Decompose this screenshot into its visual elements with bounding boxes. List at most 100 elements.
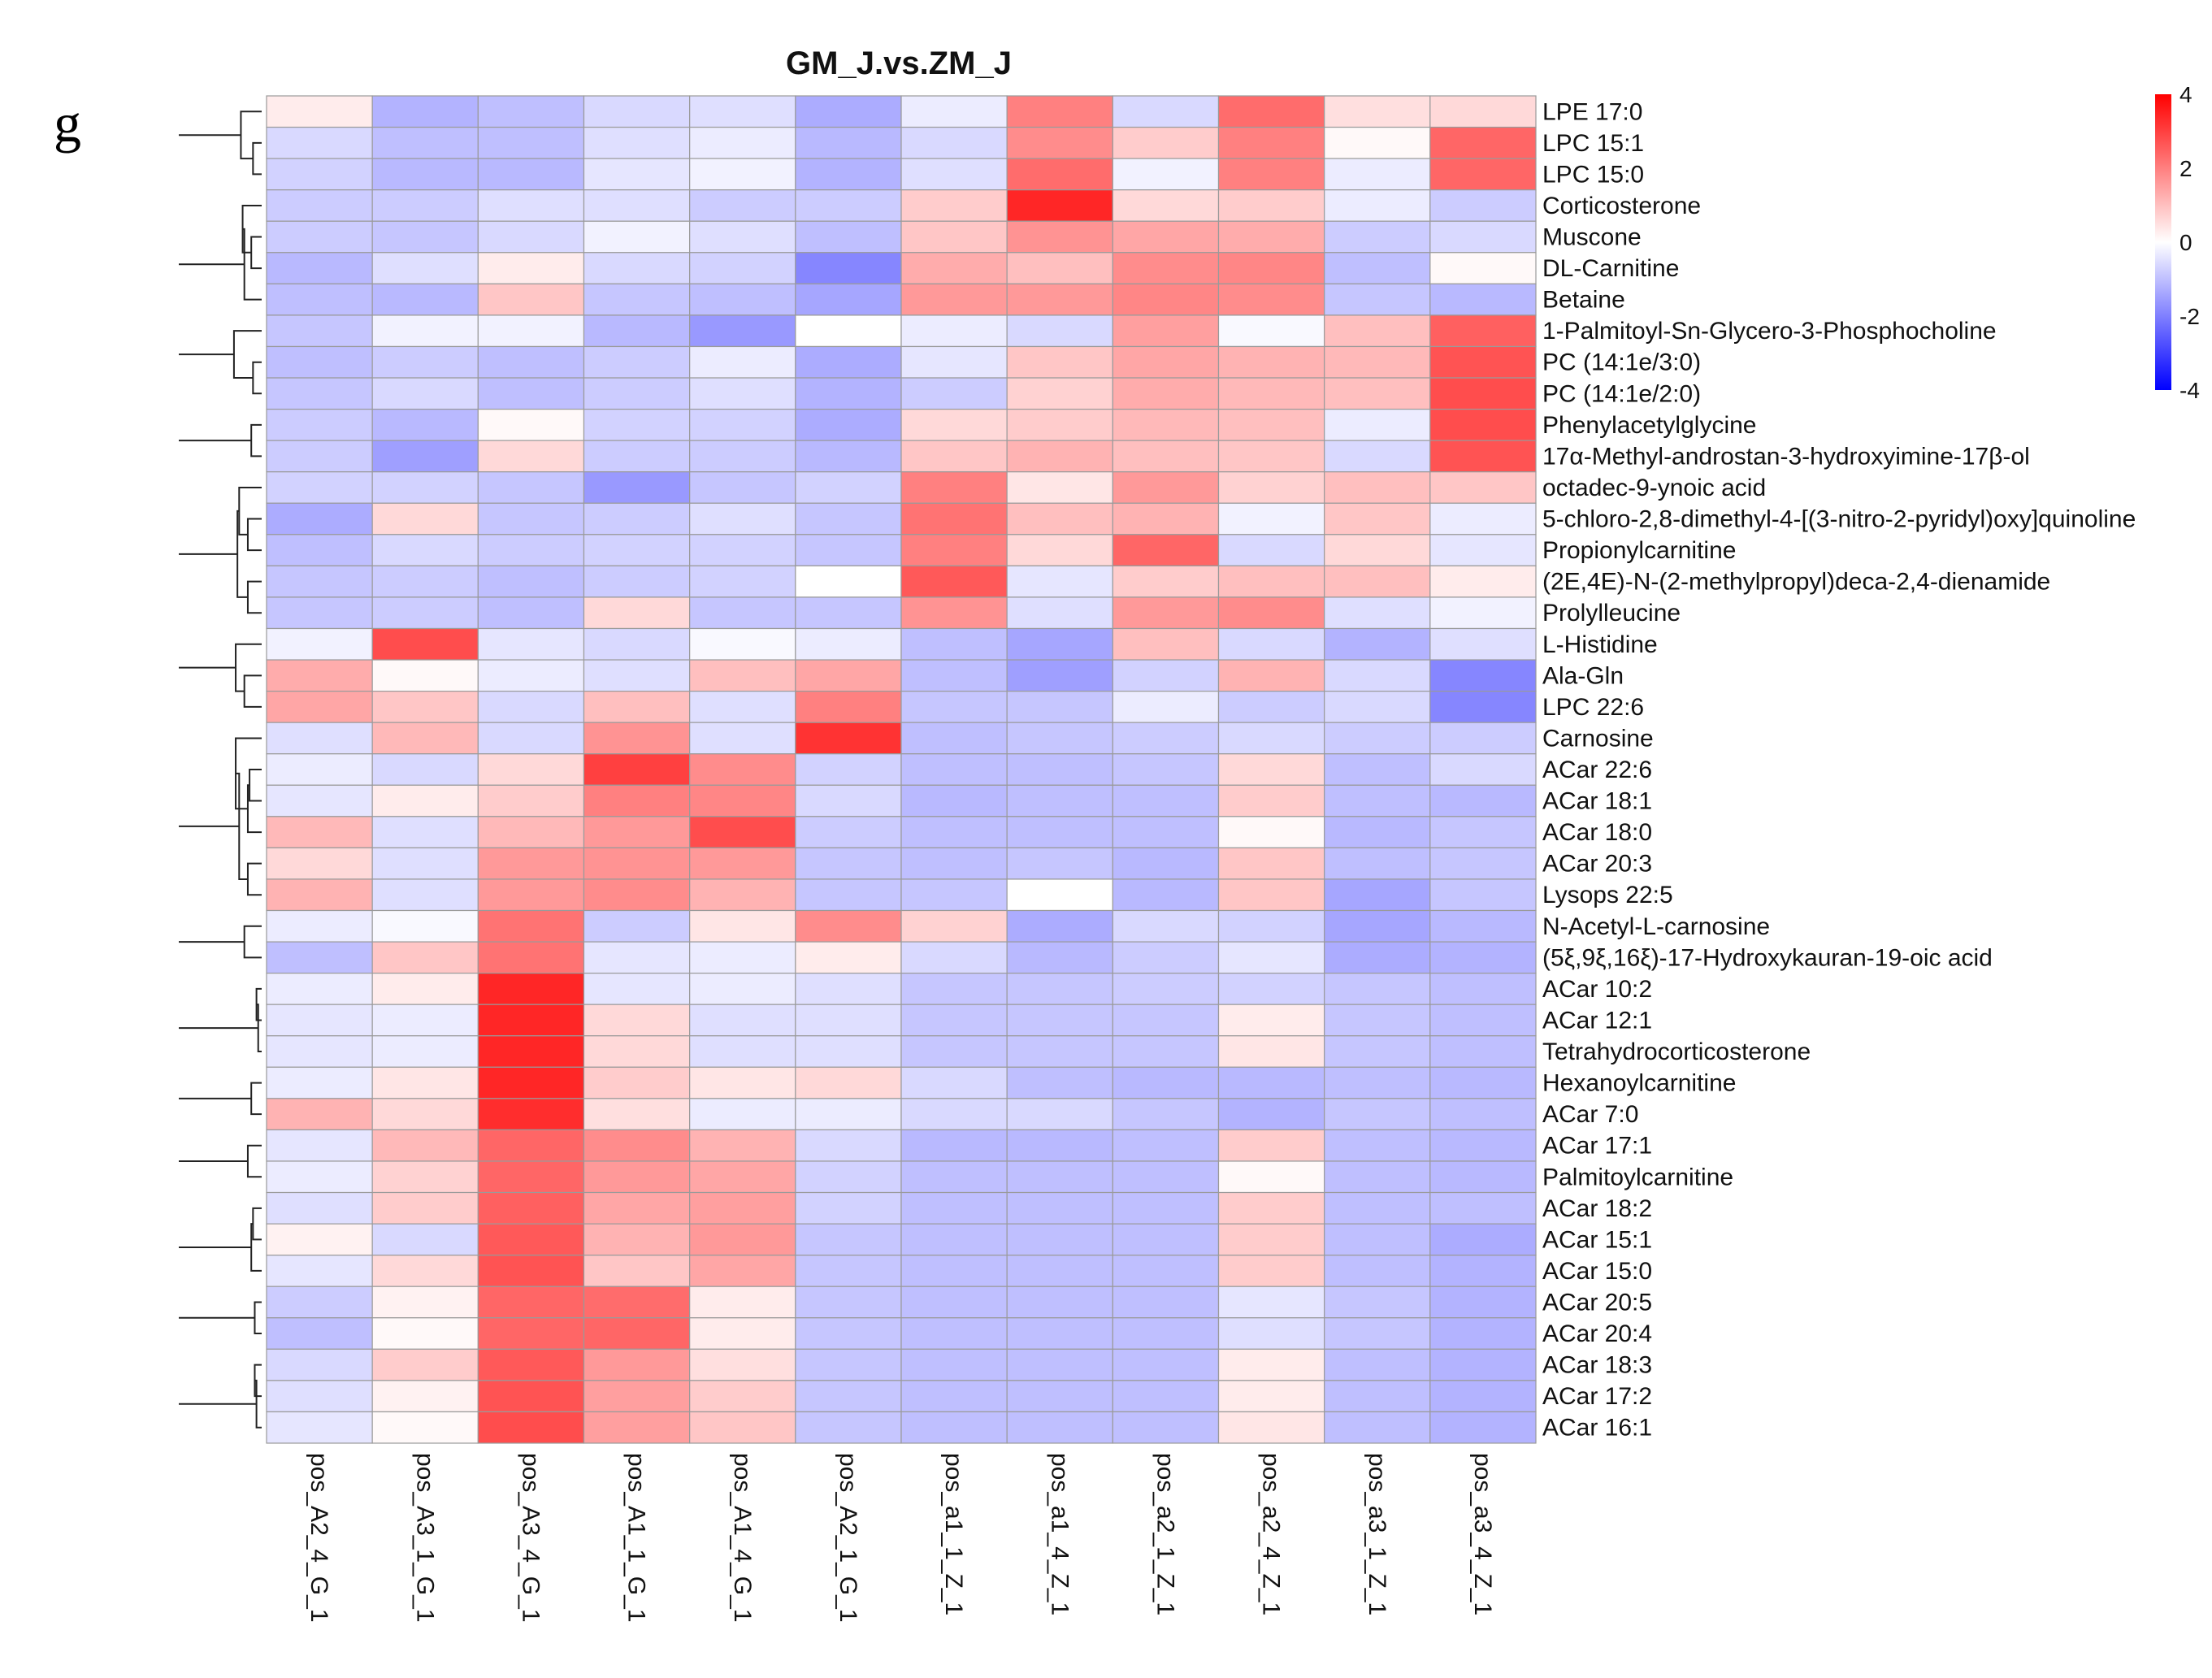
- heatmap-cell: [1112, 95, 1220, 128]
- heatmap-cell: [1324, 1004, 1431, 1037]
- heatmap-cell: [477, 627, 585, 661]
- heatmap-cell: [795, 1098, 902, 1131]
- heatmap-cell: [1324, 283, 1431, 316]
- heatmap-cell: [1006, 1066, 1113, 1099]
- heatmap-cell: [900, 722, 1008, 755]
- heatmap-cell: [371, 252, 479, 284]
- heatmap-cell: [1429, 722, 1537, 755]
- heatmap-cell: [689, 252, 796, 284]
- heatmap-cell: [1006, 1223, 1113, 1256]
- heatmap-cell: [1324, 1348, 1431, 1381]
- heatmap-cell: [1429, 565, 1537, 598]
- heatmap-cell: [1006, 722, 1113, 755]
- heatmap-cell: [583, 1035, 691, 1068]
- heatmap-cell: [266, 1348, 373, 1381]
- heatmap-cell: [266, 1286, 373, 1319]
- heatmap-cell: [266, 1004, 373, 1037]
- heatmap-cell: [371, 941, 479, 974]
- heatmap-cell: [795, 408, 902, 441]
- heatmap-cell: [795, 1066, 902, 1099]
- heatmap-cell: [1429, 1035, 1537, 1068]
- heatmap-cell: [689, 1223, 796, 1256]
- heatmap-cell: [1324, 534, 1431, 566]
- heatmap-cell: [795, 565, 902, 598]
- heatmap-cell: [477, 252, 585, 284]
- heatmap-cell: [1429, 847, 1537, 880]
- heatmap-cell: [583, 345, 691, 379]
- heatmap-cell: [477, 1004, 585, 1037]
- heatmap-cell: [1429, 440, 1537, 473]
- heatmap-cell: [900, 502, 1008, 535]
- heatmap-cell: [1112, 1223, 1220, 1256]
- heatmap-cell: [689, 1411, 796, 1444]
- heatmap-cell: [689, 1380, 796, 1413]
- heatmap-cell: [477, 1255, 585, 1287]
- heatmap-cell: [371, 1129, 479, 1162]
- heatmap-cell: [371, 95, 479, 128]
- row-dendrogram: [179, 111, 262, 1429]
- heatmap-cell: [1217, 941, 1325, 974]
- heatmap-cell: [1429, 627, 1537, 661]
- heatmap-cell: [795, 220, 902, 254]
- heatmap-cell: [1429, 1098, 1537, 1131]
- heatmap-cell: [689, 1286, 796, 1319]
- heatmap-cell: [900, 1004, 1008, 1037]
- heatmap-cell: [795, 1160, 902, 1194]
- heatmap-cell: [583, 565, 691, 598]
- heatmap-cell: [1112, 1317, 1220, 1350]
- heatmap-cell: [900, 189, 1008, 222]
- column-label: pos_A2_4_G_1: [306, 1453, 332, 1623]
- heatmap-cell: [1217, 565, 1325, 598]
- heatmap-cell: [1006, 909, 1113, 943]
- heatmap-cell: [1217, 534, 1325, 566]
- heatmap-cell: [266, 596, 373, 630]
- heatmap-cell: [1112, 627, 1220, 661]
- row-label: ACar 16:1: [1542, 1415, 1652, 1442]
- heatmap-cell: [1324, 1191, 1431, 1225]
- heatmap-cell: [1006, 878, 1113, 912]
- dendrogram-branch: [246, 1144, 262, 1178]
- heatmap-cell: [583, 1098, 691, 1131]
- heatmap-cell: [477, 1098, 585, 1131]
- heatmap-cell: [266, 1129, 373, 1162]
- heatmap-cell: [1112, 1035, 1220, 1068]
- heatmap-cell: [1324, 471, 1431, 504]
- heatmap-cell: [583, 189, 691, 222]
- heatmap-cell: [266, 659, 373, 692]
- heatmap-cell: [477, 1411, 585, 1444]
- heatmap-cell: [1324, 408, 1431, 441]
- heatmap-cell: [266, 941, 373, 974]
- row-label: ACar 22:6: [1542, 757, 1652, 783]
- heatmap-cell: [795, 659, 902, 692]
- heatmap-cell: [900, 753, 1008, 786]
- heatmap-cell: [1429, 1160, 1537, 1194]
- heatmap-cell: [1112, 909, 1220, 943]
- heatmap-cell: [1217, 1255, 1325, 1287]
- heatmap-cell: [1429, 973, 1537, 1005]
- heatmap-cell: [1006, 691, 1113, 723]
- heatmap-cell: [477, 1348, 585, 1381]
- heatmap-cell: [1006, 1035, 1113, 1068]
- heatmap-cell: [1112, 1191, 1220, 1225]
- heatmap-cell: [266, 627, 373, 661]
- heatmap-cell: [900, 158, 1008, 191]
- heatmap-cell: [1429, 1223, 1537, 1256]
- row-label: ACar 12:1: [1542, 1007, 1652, 1034]
- heatmap-cell: [477, 847, 585, 880]
- heatmap-cell: [371, 377, 479, 410]
- heatmap-cell: [1112, 973, 1220, 1005]
- heatmap-cell: [1006, 1160, 1113, 1194]
- column-labels: pos_A2_4_G_1 pos_A3_1_G_1 pos_A3_4_G_1 pos_…: [306, 1453, 1496, 1623]
- heatmap-cell: [583, 1191, 691, 1225]
- row-label: ACar 18:3: [1542, 1352, 1652, 1379]
- row-label: L-Histidine: [1542, 631, 1658, 658]
- heatmap-cell: [1324, 1066, 1431, 1099]
- heatmap-cell: [1324, 973, 1431, 1005]
- heatmap-cell: [477, 973, 585, 1005]
- row-label: Lysops 22:5: [1542, 882, 1673, 908]
- heatmap-cell: [1217, 1129, 1325, 1162]
- heatmap-cell: [1324, 878, 1431, 912]
- heatmap-cell: [1217, 189, 1325, 222]
- dendrogram-branch: [243, 925, 262, 959]
